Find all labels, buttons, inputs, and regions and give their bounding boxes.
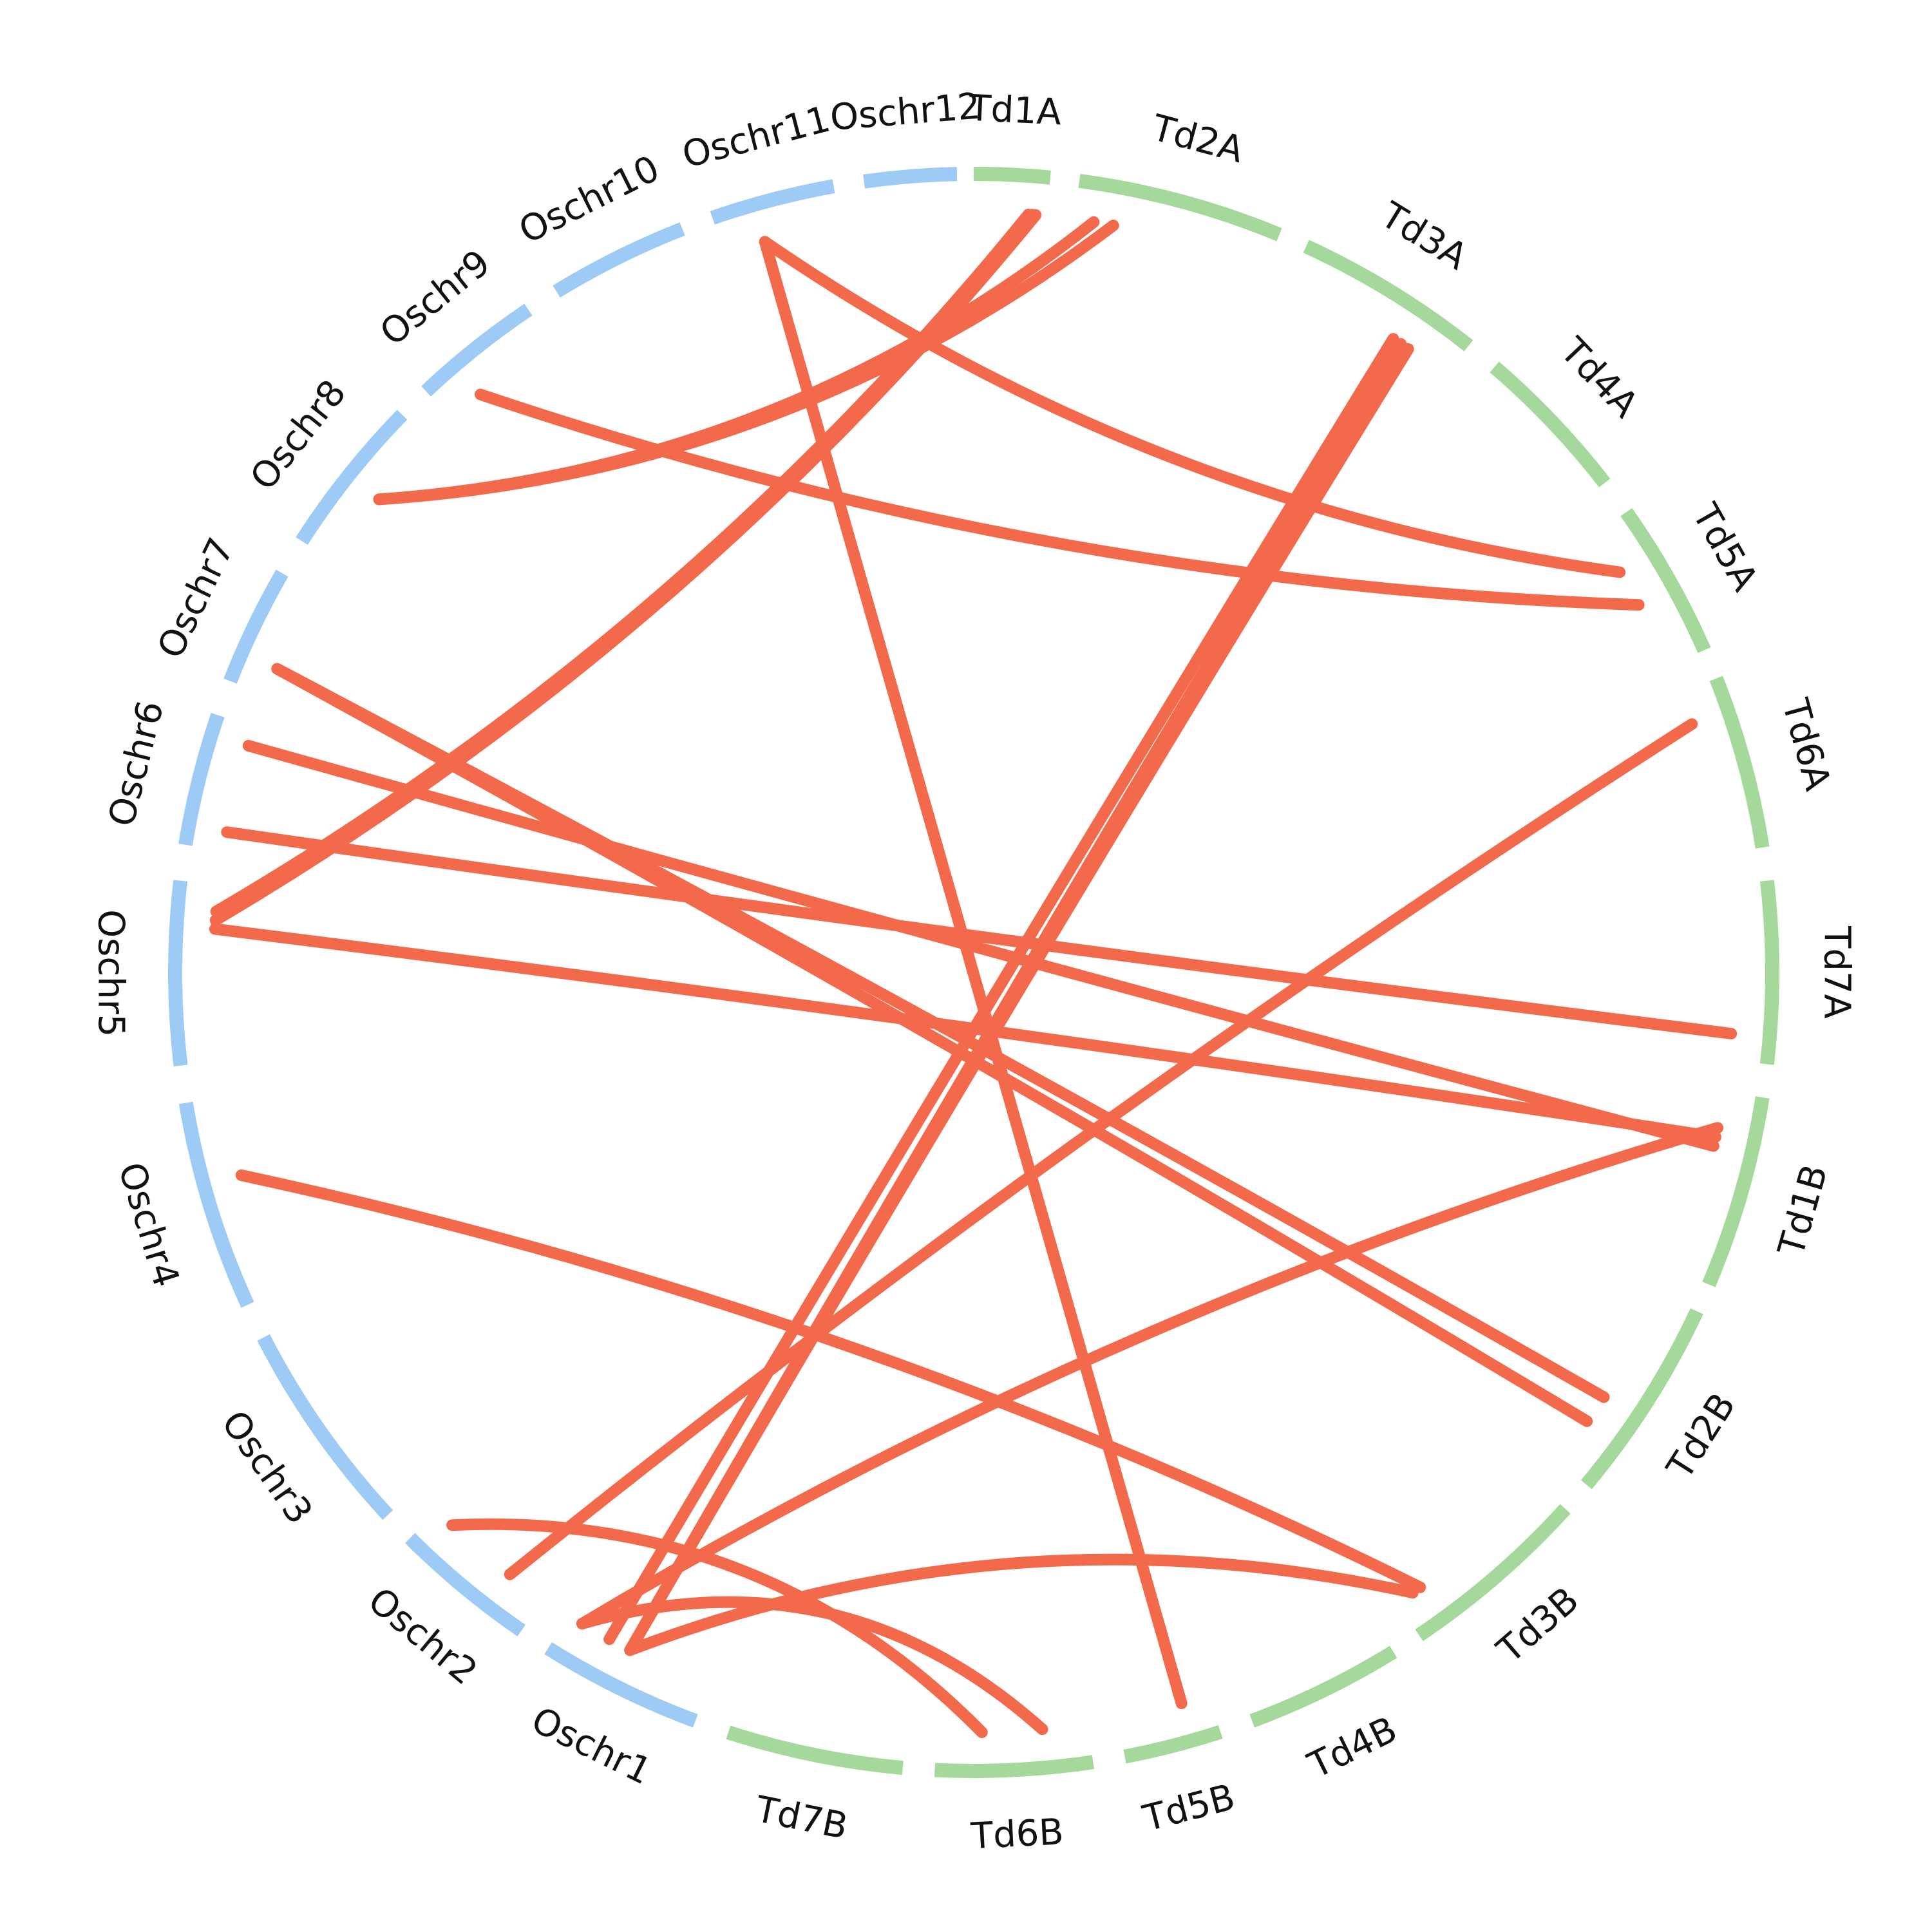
band-oschr12 — [863, 167, 958, 189]
label-td7a: Td7A — [1816, 925, 1858, 1019]
link-oschr1-td3a-18 — [603, 333, 1399, 1645]
band-td5b — [1123, 1725, 1223, 1764]
band-oschr7 — [223, 569, 289, 684]
band-td1a — [973, 167, 1051, 185]
band-oschr6 — [178, 712, 225, 846]
link-oschr5-td1a-10 — [210, 209, 1038, 918]
band-td6a — [1709, 676, 1770, 849]
band-td2b — [1580, 1308, 1703, 1490]
link-oschr1-td1b-16 — [576, 1122, 1724, 1630]
label-oschr5: Oschr5 — [90, 909, 131, 1037]
link-oschr5-td1a-9 — [210, 209, 1034, 918]
link-oschr6-td1b-7 — [242, 739, 1719, 1152]
band-oschr11 — [710, 179, 835, 225]
label-td6b: Td6B — [969, 1811, 1065, 1857]
label-td5b: Td5B — [1139, 1776, 1239, 1840]
link-oschr6-td7a-8 — [221, 826, 1738, 1039]
label-oschr10: Oschr10 — [513, 147, 666, 252]
band-td3a — [1303, 240, 1473, 352]
label-oschr1: Oschr1 — [525, 1699, 658, 1793]
label-oschr3: Oschr3 — [213, 1403, 321, 1532]
label-oschr7: Oschr7 — [149, 532, 243, 665]
band-td7a — [1759, 880, 1780, 1065]
label-td1a: Td1A — [967, 88, 1063, 134]
link-oschr9-td5a-2 — [475, 388, 1645, 611]
label-td7b: Td7B — [752, 1788, 851, 1848]
band-oschr3 — [257, 1334, 393, 1520]
band-td1b — [1702, 1096, 1770, 1287]
band-oschr1 — [544, 1642, 698, 1728]
band-td3b — [1415, 1504, 1571, 1642]
label-td6a: Td6A — [1774, 694, 1839, 795]
chromosome-bands — [168, 167, 1780, 1778]
label-oschr6: Oschr6 — [100, 697, 172, 831]
label-td4a: Td4A — [1551, 330, 1646, 426]
band-oschr8 — [296, 410, 408, 545]
link-oschr1-td3a-20 — [624, 343, 1414, 1656]
link-oschr2-td6b-14 — [446, 1518, 988, 1738]
band-td4b — [1249, 1645, 1397, 1728]
band-oschr5 — [168, 880, 188, 1066]
link-oschr5-td1a-11 — [209, 209, 1042, 926]
label-td3a: Td3A — [1373, 194, 1474, 278]
label-td4b: Td4B — [1302, 1709, 1404, 1787]
label-oschr12: Oschr12 — [829, 86, 982, 139]
link-oschr1-td3b-21 — [624, 1553, 1419, 1656]
links-layer — [209, 209, 1738, 1738]
band-td7b — [726, 1725, 904, 1776]
band-td4a — [1490, 361, 1611, 488]
band-td6b — [934, 1755, 1095, 1778]
label-td1b: Td1B — [1770, 1160, 1836, 1261]
label-td2a: Td2A — [1147, 107, 1248, 171]
band-oschr9 — [421, 303, 533, 397]
link-oschr11-td5a-0 — [759, 236, 1626, 578]
band-oschr2 — [404, 1533, 526, 1636]
band-td2a — [1078, 173, 1282, 242]
label-oschr11: Oschr11 — [678, 98, 835, 176]
label-td2b: Td2B — [1659, 1386, 1745, 1487]
link-oschr11-td5b-1 — [759, 236, 1188, 1709]
link-oschr8-td2a-4 — [373, 220, 1119, 506]
band-td5a — [1620, 507, 1711, 654]
band-oschr4 — [178, 1101, 254, 1308]
link-oschr2-td6a-15 — [504, 718, 1698, 1580]
link-oschr4-td3b-13 — [235, 1169, 1426, 1593]
link-oschr5-td1b-12 — [209, 923, 1721, 1143]
label-oschr4: Oschr4 — [110, 1158, 187, 1293]
link-oschr7-td2b-6 — [271, 663, 1593, 1427]
label-td5a: Td5A — [1683, 497, 1766, 598]
band-oschr10 — [553, 222, 685, 298]
label-td3b: Td3B — [1489, 1579, 1587, 1672]
